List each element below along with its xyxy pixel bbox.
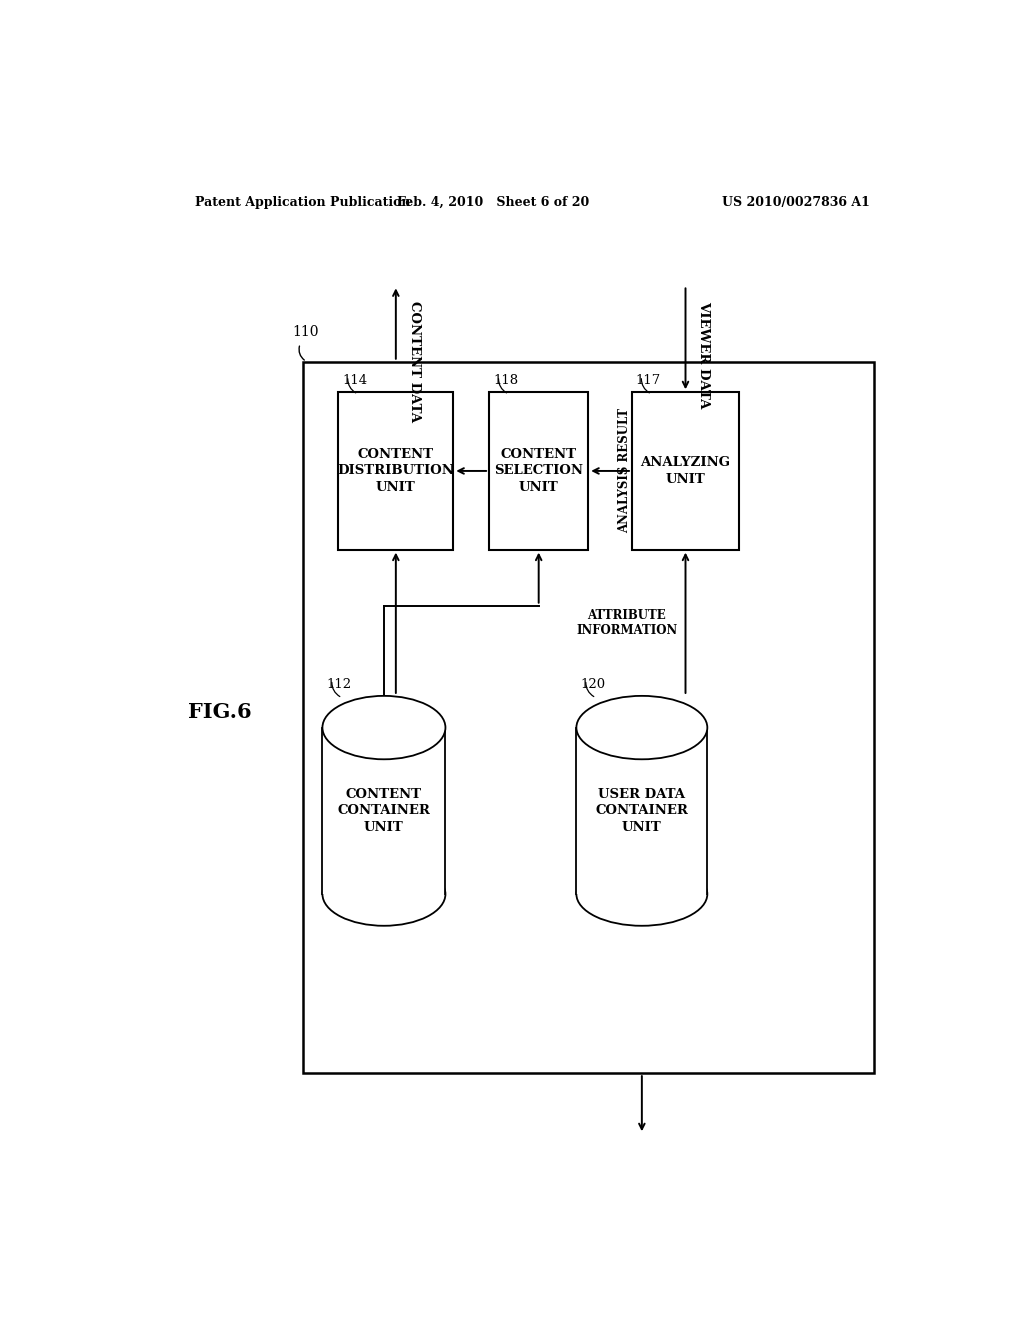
Text: ATTRIBUTE
INFORMATION: ATTRIBUTE INFORMATION	[577, 609, 678, 636]
Text: US 2010/0027836 A1: US 2010/0027836 A1	[722, 195, 870, 209]
Text: CONTENT
DISTRIBUTION
UNIT: CONTENT DISTRIBUTION UNIT	[337, 447, 455, 494]
Text: CONTENT
CONTAINER
UNIT: CONTENT CONTAINER UNIT	[338, 788, 430, 834]
Bar	[632, 392, 739, 549]
Bar	[338, 392, 454, 549]
Bar	[577, 727, 708, 894]
Ellipse shape	[323, 696, 445, 759]
Text: FIG.6: FIG.6	[187, 702, 251, 722]
Bar	[489, 392, 588, 549]
Text: 110: 110	[292, 325, 318, 339]
Text: CONTENT DATA: CONTENT DATA	[408, 301, 421, 421]
Text: CONTENT
SELECTION
UNIT: CONTENT SELECTION UNIT	[495, 447, 584, 494]
Text: Patent Application Publication: Patent Application Publication	[196, 195, 411, 209]
Text: VIEWER DATA: VIEWER DATA	[697, 301, 711, 408]
Text: USER DATA
CONTAINER
UNIT: USER DATA CONTAINER UNIT	[595, 788, 688, 834]
Text: 112: 112	[327, 677, 351, 690]
Ellipse shape	[577, 696, 708, 759]
Text: ANALYSIS RESULT: ANALYSIS RESULT	[618, 408, 631, 533]
Text: ANALYZING
UNIT: ANALYZING UNIT	[640, 457, 730, 486]
Text: 118: 118	[494, 374, 518, 387]
Text: Feb. 4, 2010   Sheet 6 of 20: Feb. 4, 2010 Sheet 6 of 20	[397, 195, 589, 209]
Bar	[323, 727, 445, 894]
Ellipse shape	[323, 862, 445, 925]
Bar	[303, 362, 873, 1073]
Text: 114: 114	[342, 374, 368, 387]
Text: 120: 120	[581, 677, 605, 690]
Ellipse shape	[577, 862, 708, 925]
Text: 117: 117	[636, 374, 662, 387]
